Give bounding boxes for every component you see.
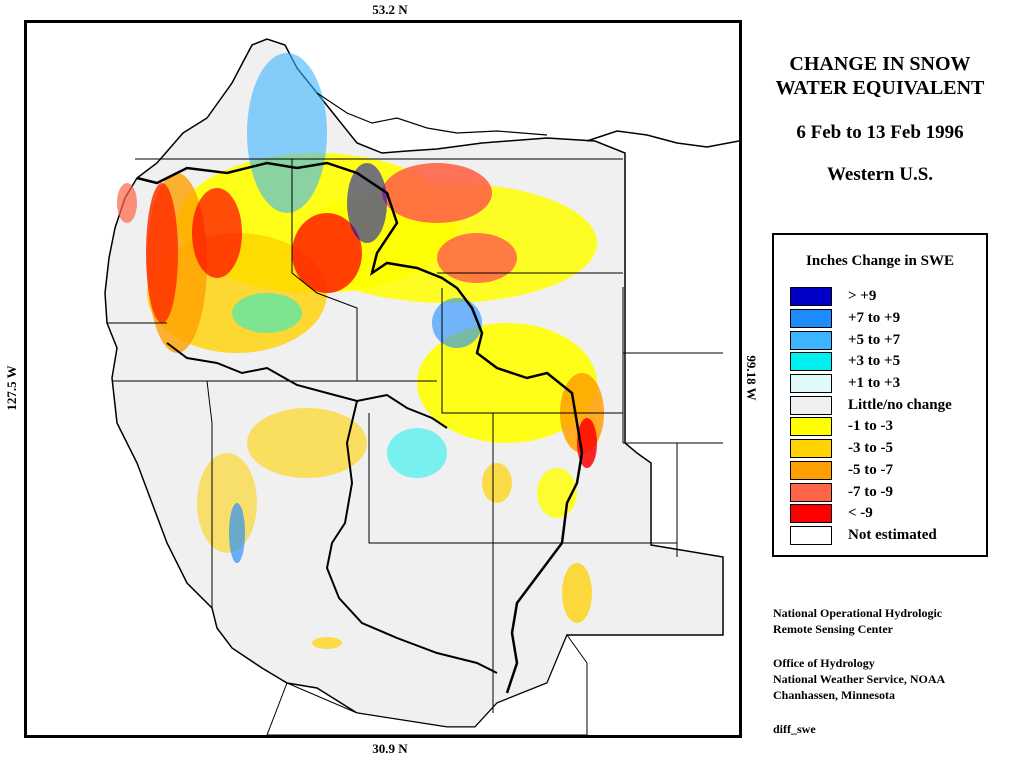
legend-label: +3 to +5	[848, 353, 901, 370]
basin-boundary-west	[166, 342, 448, 429]
canada-coast-north	[316, 92, 548, 136]
legend-label: Not estimated	[848, 526, 937, 543]
legend-rows: > +9 +7 to +9 +5 to +7 +3 to +5 +1 to +3 Litt…	[774, 286, 986, 546]
legend-label: -3 to -5	[848, 440, 893, 457]
legend-label: +5 to +7	[848, 331, 901, 348]
legend-item: +1 to +3	[774, 373, 986, 395]
longitude-label-left: 127.5 W	[4, 365, 19, 411]
latitude-label-bottom: 30.9 N	[372, 741, 408, 756]
date-range: 6 Feb to 13 Feb 1996	[796, 122, 964, 143]
legend-item: +3 to +5	[774, 351, 986, 373]
legend-label: > +9	[848, 288, 877, 305]
basin-boundary-south	[325, 400, 498, 674]
legend-item: +5 to +7	[774, 329, 986, 351]
credit-office-line1: Office of Hydrology	[773, 656, 875, 670]
longitude-label-right: 99.18 W	[744, 355, 759, 401]
credit-org-line1: National Operational Hydrologic	[773, 606, 943, 620]
latitude-label-top: 53.2 N	[372, 2, 408, 17]
legend-swatch	[790, 504, 832, 524]
credit-office-line2: National Weather Service, NOAA	[773, 672, 946, 686]
state-boundaries	[107, 158, 723, 713]
legend-label: +1 to +3	[848, 375, 901, 392]
legend-item: < -9	[774, 503, 986, 525]
map-canvas	[104, 38, 739, 735]
region-label: Western U.S.	[826, 164, 934, 185]
map-title-line1: CHANGE IN SNOW	[789, 53, 971, 75]
legend-item: -5 to -7	[774, 460, 986, 482]
credit-office-line3: Chanhassen, Minnesota	[773, 688, 896, 702]
legend-label: -7 to -9	[848, 483, 893, 500]
legend-label: -5 to -7	[848, 461, 893, 478]
legend-item: Little/no change	[774, 394, 986, 416]
legend-item: -7 to -9	[774, 481, 986, 503]
legend-swatch	[790, 417, 832, 437]
legend: Inches Change in SWE > +9 +7 to +9 +5 to +…	[772, 233, 988, 557]
mexico-area	[266, 633, 588, 735]
legend-swatch	[790, 482, 832, 502]
legend-swatch	[790, 525, 832, 545]
legend-item: +7 to +9	[774, 308, 986, 330]
legend-label: -1 to -3	[848, 418, 893, 435]
legend-swatch	[790, 352, 832, 372]
credit-org-line2: Remote Sensing Center	[773, 622, 893, 636]
map-title-line2: WATER EQUIVALENT	[775, 77, 985, 99]
legend-item: Not estimated	[774, 525, 986, 547]
legend-label: Little/no change	[848, 396, 952, 413]
legend-swatch	[790, 330, 832, 350]
legend-swatch	[790, 460, 832, 480]
canada-river	[586, 130, 739, 148]
credits: National Operational Hydrologic Remote S…	[773, 605, 1013, 737]
land-area	[104, 38, 724, 728]
legend-item: -1 to -3	[774, 416, 986, 438]
legend-swatch	[790, 374, 832, 394]
legend-swatch	[790, 439, 832, 459]
legend-item: -3 to -5	[774, 438, 986, 460]
product-name: diff_swe	[773, 722, 816, 736]
legend-item: > +9	[774, 286, 986, 308]
legend-swatch	[790, 395, 832, 415]
swe-map	[24, 20, 742, 738]
legend-title: Inches Change in SWE	[806, 253, 954, 269]
legend-swatch	[790, 287, 832, 307]
legend-label: < -9	[848, 505, 873, 522]
basin-boundary	[136, 161, 584, 694]
legend-swatch	[790, 309, 832, 329]
legend-label: +7 to +9	[848, 310, 901, 327]
map-title: CHANGE IN SNOW WATER EQUIVALENT	[745, 52, 1015, 100]
